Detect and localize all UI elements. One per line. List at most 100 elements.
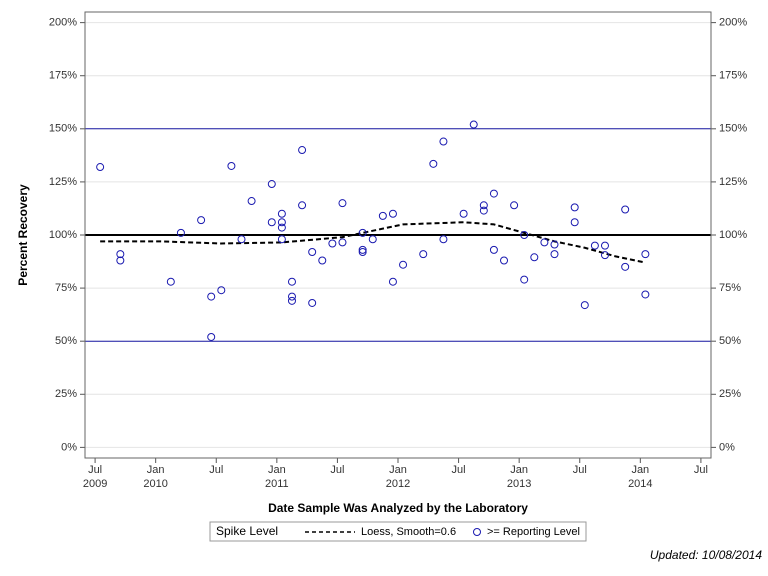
x-tick-label: Jul bbox=[572, 464, 587, 476]
data-point bbox=[399, 260, 408, 269]
y-tick-label: 25% bbox=[55, 388, 77, 400]
legend-marker bbox=[473, 528, 481, 536]
data-point bbox=[540, 238, 549, 247]
x-tick-label: Jul bbox=[451, 464, 466, 476]
data-point bbox=[247, 197, 256, 206]
legend-label: >= Reporting Level bbox=[487, 526, 580, 538]
data-point bbox=[277, 218, 286, 227]
data-point bbox=[368, 235, 377, 244]
x-tick-label: Jan 2013 bbox=[506, 464, 532, 490]
y-axis-label: Percent Recovery bbox=[16, 184, 30, 286]
x-tick-label: Jul bbox=[209, 464, 224, 476]
data-point bbox=[207, 332, 216, 341]
data-point bbox=[641, 250, 650, 259]
data-point bbox=[298, 201, 307, 210]
data-point bbox=[217, 286, 226, 295]
data-point bbox=[267, 218, 276, 227]
y-tick-label: 150% bbox=[49, 123, 77, 135]
y2-tick-label: 75% bbox=[719, 282, 741, 294]
y-tick-label: 125% bbox=[49, 176, 77, 188]
data-point bbox=[227, 161, 236, 170]
data-point bbox=[287, 296, 296, 305]
x-tick-label: Jan 2011 bbox=[265, 464, 289, 490]
x-axis-label: Date Sample Was Analyzed by the Laborato… bbox=[268, 501, 528, 515]
y-tick-label: 200% bbox=[49, 17, 77, 29]
legend-title: Spike Level bbox=[216, 524, 278, 538]
y2-tick-label: 50% bbox=[719, 335, 741, 347]
data-point bbox=[489, 245, 498, 254]
data-point bbox=[570, 218, 579, 227]
data-point bbox=[116, 256, 125, 265]
data-point bbox=[479, 206, 488, 215]
data-point bbox=[520, 275, 529, 284]
data-point bbox=[358, 245, 367, 254]
x-tick-label: Jul bbox=[330, 464, 345, 476]
data-point bbox=[550, 250, 559, 259]
data-point bbox=[600, 251, 609, 260]
data-point bbox=[267, 180, 276, 189]
x-tick-label: Jul 2009 bbox=[82, 464, 108, 490]
data-point bbox=[439, 235, 448, 244]
data-point bbox=[580, 301, 589, 310]
data-point bbox=[500, 256, 509, 265]
data-point bbox=[287, 292, 296, 301]
data-point bbox=[469, 120, 478, 129]
y-tick-label: 50% bbox=[55, 335, 77, 347]
data-point bbox=[207, 292, 216, 301]
data-point bbox=[308, 298, 317, 307]
x-tick-label: Jan 2014 bbox=[628, 464, 653, 490]
data-point bbox=[570, 203, 579, 212]
data-point bbox=[429, 159, 438, 168]
data-point bbox=[197, 216, 206, 225]
footnote: Updated: 10/08/2014 bbox=[650, 548, 762, 562]
data-point bbox=[479, 201, 488, 210]
data-point bbox=[459, 209, 468, 218]
data-point bbox=[621, 205, 630, 214]
plot-frame bbox=[84, 11, 712, 459]
y-tick-label: 175% bbox=[49, 70, 77, 82]
data-point bbox=[277, 235, 286, 244]
data-point bbox=[489, 189, 498, 198]
y2-tick-label: 175% bbox=[719, 70, 747, 82]
data-point bbox=[530, 253, 539, 262]
data-point bbox=[388, 277, 397, 286]
data-point bbox=[96, 163, 105, 172]
data-point bbox=[550, 240, 559, 249]
y-tick-label: 100% bbox=[49, 229, 77, 241]
data-point bbox=[237, 235, 246, 244]
x-tick-label: Jan 2010 bbox=[143, 464, 168, 490]
data-point bbox=[419, 250, 428, 259]
y2-tick-label: 200% bbox=[719, 17, 747, 29]
y-tick-label: 75% bbox=[55, 282, 77, 294]
data-point bbox=[520, 231, 529, 239]
data-point bbox=[277, 223, 286, 232]
data-point bbox=[600, 241, 609, 250]
y-tick-label: 0% bbox=[61, 441, 77, 453]
y2-tick-label: 125% bbox=[719, 176, 747, 188]
data-point bbox=[358, 247, 367, 256]
data-point bbox=[328, 239, 337, 248]
legend-label: Loess, Smooth=0.6 bbox=[361, 526, 456, 538]
data-point bbox=[166, 277, 175, 286]
x-tick-label: Jul bbox=[693, 464, 708, 476]
data-point bbox=[439, 137, 448, 146]
data-point bbox=[287, 277, 296, 286]
data-point bbox=[510, 201, 519, 210]
data-point bbox=[176, 228, 185, 237]
data-point bbox=[378, 211, 387, 220]
data-point bbox=[116, 250, 125, 259]
data-point bbox=[358, 228, 367, 237]
data-point bbox=[388, 209, 397, 218]
y2-tick-label: 25% bbox=[719, 388, 741, 400]
data-point bbox=[298, 146, 307, 155]
data-point bbox=[338, 238, 347, 247]
y2-tick-label: 0% bbox=[719, 441, 735, 453]
data-point bbox=[318, 256, 327, 265]
data-point bbox=[338, 199, 347, 208]
data-point bbox=[621, 262, 630, 271]
y2-tick-label: 100% bbox=[719, 229, 747, 241]
data-point bbox=[641, 290, 650, 299]
data-point bbox=[590, 241, 599, 250]
